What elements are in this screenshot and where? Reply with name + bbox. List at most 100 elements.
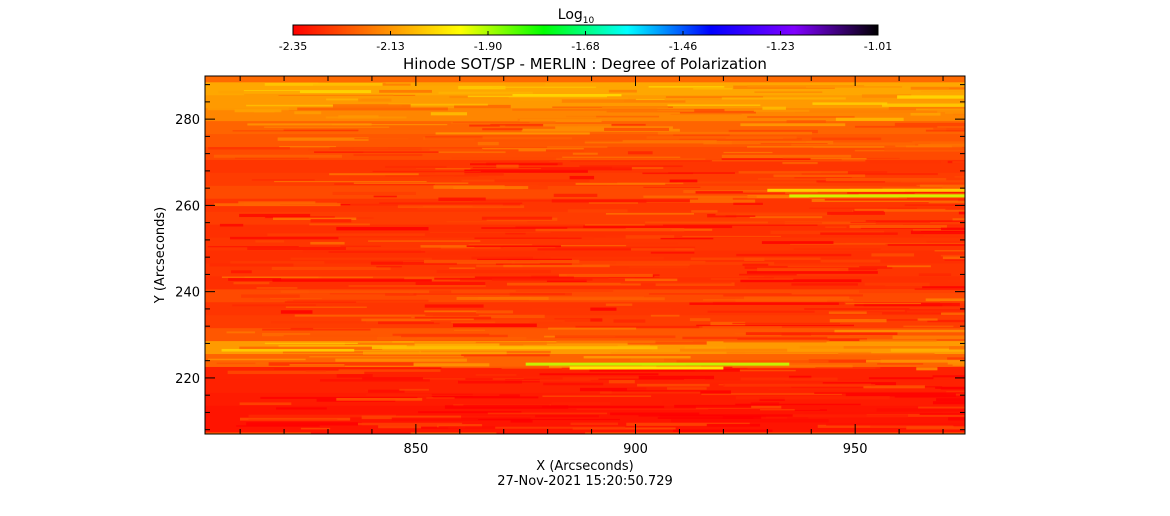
heatmap-streak (791, 283, 858, 286)
heatmap-streak (682, 235, 782, 237)
heatmap-streak (515, 289, 614, 292)
heatmap-streak (813, 146, 963, 149)
heatmap-streak (845, 393, 956, 397)
heatmap-streak (625, 235, 675, 239)
heatmap-streak (788, 375, 812, 380)
heatmap-streak (221, 348, 355, 352)
heatmap-streak (947, 361, 965, 365)
heatmap-streak (707, 310, 815, 313)
heatmap-streak (518, 149, 546, 152)
heatmap-streak (808, 197, 907, 199)
heatmap-streak (468, 244, 533, 246)
heatmap-streak (456, 296, 549, 300)
heatmap-streak (556, 340, 656, 344)
heatmap-streak (207, 246, 299, 248)
heatmap-streak (310, 241, 345, 245)
heatmap-streak (207, 107, 298, 111)
heatmap-streak-highlight (525, 362, 790, 366)
heatmap-streak (940, 254, 965, 257)
heatmap-streak (420, 365, 569, 369)
heatmap-streak (469, 124, 500, 127)
heatmap-streak (423, 259, 580, 264)
heatmap-streak (917, 318, 938, 321)
heatmap-streak (693, 88, 733, 90)
heatmap-streak (452, 323, 537, 327)
heatmap-streak (579, 387, 647, 392)
heatmap-streak (294, 314, 433, 317)
heatmap-streak (336, 397, 423, 401)
heatmap-streak (464, 172, 504, 176)
heatmap-streak (667, 387, 707, 390)
heatmap-streak (472, 200, 617, 202)
heatmap-streak (350, 203, 503, 206)
heatmap-streak (264, 342, 358, 345)
heatmap-streak (850, 221, 931, 224)
heatmap-streak (572, 152, 598, 155)
heatmap-streak (583, 356, 691, 359)
heatmap-streak (391, 417, 531, 421)
heatmap-streak (845, 302, 921, 305)
heatmap-streak (379, 89, 432, 93)
heatmap-streak (477, 141, 499, 146)
heatmap-streak (539, 373, 659, 376)
heatmap-streak (349, 176, 496, 179)
heatmap-streak (926, 240, 965, 244)
heatmap-streak (696, 324, 855, 327)
heatmap-streak (894, 396, 965, 398)
heatmap-streak (952, 218, 965, 222)
heatmap-streak (671, 228, 713, 231)
heatmap-streak (861, 94, 912, 98)
heatmap-streak (610, 412, 700, 416)
heatmap-streak (458, 85, 506, 90)
heatmap-streak (932, 401, 965, 405)
heatmap-streak (272, 279, 432, 282)
x-tick-label: 900 (623, 442, 648, 457)
heatmap-streak (415, 282, 486, 285)
heatmap-streak (361, 415, 462, 420)
heatmap-streak (810, 158, 867, 160)
heatmap-streak (278, 94, 416, 96)
heatmap-streak (213, 154, 343, 158)
heatmap-streak (287, 299, 429, 302)
heatmap-streak (925, 129, 965, 132)
heatmap-streak (274, 181, 427, 183)
heatmap-streak (903, 325, 954, 328)
heatmap-streak (230, 261, 325, 265)
heatmap-streak (461, 179, 509, 182)
heatmap-streak (372, 170, 481, 173)
heatmap-streak (635, 98, 685, 101)
heatmap-streak (232, 130, 359, 132)
heatmap-streak (754, 91, 823, 93)
heatmap-streak (799, 345, 871, 349)
heatmap-streak (703, 140, 834, 145)
heatmap-streaks (207, 82, 965, 434)
heatmap-streak (677, 181, 818, 184)
heatmap-streak (646, 136, 797, 139)
heatmap-streak (435, 168, 471, 170)
heatmap-streak (869, 160, 941, 164)
heatmap-streak (784, 221, 876, 225)
heatmap-streak (791, 142, 916, 146)
heatmap-streak (748, 277, 774, 279)
heatmap-streak (519, 97, 629, 101)
heatmap-streak (232, 304, 316, 307)
heatmap-streak (429, 231, 551, 233)
heatmap-streak (558, 273, 653, 277)
heatmap-streak (650, 314, 680, 317)
heatmap-streak (435, 132, 590, 135)
heatmap-streak (253, 298, 294, 301)
y-tick-label: 260 (175, 199, 200, 214)
heatmap-streak (417, 207, 501, 210)
heatmap-streak (869, 319, 920, 321)
heatmap-streak-highlight (371, 346, 658, 350)
heatmap-streak (859, 339, 937, 342)
heatmap-streak (715, 213, 831, 216)
heatmap-streak (642, 172, 694, 175)
heatmap-streak (804, 308, 910, 310)
heatmap-streak (589, 368, 740, 372)
heatmap-band (205, 198, 965, 213)
heatmap-streak (358, 98, 392, 102)
heatmap-streak (944, 112, 965, 114)
heatmap-streak (401, 334, 508, 339)
